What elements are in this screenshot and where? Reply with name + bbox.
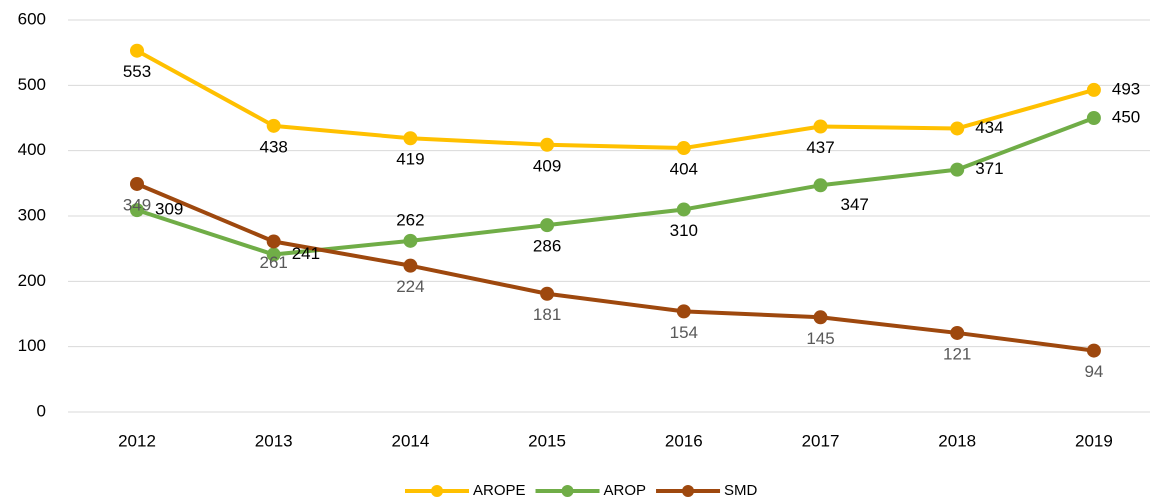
x-tick-label: 2019 xyxy=(1075,431,1113,450)
data-point xyxy=(676,202,691,217)
data-label: 553 xyxy=(123,62,151,81)
data-point xyxy=(950,121,965,136)
x-tick-label: 2012 xyxy=(118,431,156,450)
data-label: 310 xyxy=(670,221,698,240)
data-label: 309 xyxy=(155,200,183,219)
legend-label: AROPE xyxy=(473,482,526,499)
legend-label: SMD xyxy=(724,482,758,499)
y-tick-label: 600 xyxy=(18,9,46,28)
data-point xyxy=(676,304,691,319)
legend-label: AROP xyxy=(604,482,647,499)
data-point xyxy=(266,247,281,262)
data-label: 181 xyxy=(533,305,561,324)
data-point xyxy=(403,233,418,248)
legend-marker xyxy=(561,485,574,497)
y-tick-label: 0 xyxy=(37,401,46,420)
data-label: 450 xyxy=(1112,107,1140,126)
data-label: 349 xyxy=(123,195,151,214)
x-tick-label: 2016 xyxy=(665,431,703,450)
x-tick-label: 2018 xyxy=(938,431,976,450)
data-label: 434 xyxy=(975,118,1003,137)
data-label: 438 xyxy=(260,137,288,156)
legend-marker xyxy=(682,485,695,497)
data-label: 94 xyxy=(1084,362,1103,381)
data-point xyxy=(1086,111,1101,125)
data-point xyxy=(130,203,144,218)
data-label: 437 xyxy=(806,138,834,157)
series-line xyxy=(136,48,1095,151)
data-point xyxy=(403,258,418,273)
data-point xyxy=(540,218,555,233)
data-label: 224 xyxy=(396,277,424,296)
y-tick-label: 400 xyxy=(18,140,46,159)
x-tick-label: 2013 xyxy=(255,431,293,450)
data-label: 154 xyxy=(670,323,698,342)
series-line xyxy=(136,182,1095,353)
y-tick-label: 100 xyxy=(18,336,46,355)
data-point xyxy=(813,119,828,134)
data-label: 493 xyxy=(1112,79,1140,98)
data-point xyxy=(266,118,281,133)
data-label: 145 xyxy=(806,329,834,348)
series-line xyxy=(136,116,1095,257)
x-tick-label: 2014 xyxy=(391,431,429,450)
data-label: 121 xyxy=(943,344,971,363)
data-label: 286 xyxy=(533,237,561,256)
data-point xyxy=(813,310,828,325)
data-point xyxy=(813,178,828,193)
x-tick-label: 2015 xyxy=(528,431,566,450)
data-label: 347 xyxy=(841,195,869,214)
data-point xyxy=(130,43,144,58)
data-point xyxy=(540,137,555,152)
data-label: 241 xyxy=(292,244,320,263)
data-label: 371 xyxy=(975,159,1003,178)
data-label: 419 xyxy=(396,150,424,169)
data-point xyxy=(540,286,555,301)
data-point xyxy=(676,141,691,156)
data-point xyxy=(1086,343,1101,358)
data-label: 261 xyxy=(260,253,288,272)
data-point xyxy=(950,162,965,177)
data-point xyxy=(266,234,281,249)
y-tick-label: 500 xyxy=(18,75,46,94)
data-label: 404 xyxy=(670,160,698,179)
data-point xyxy=(1086,82,1101,97)
data-label: 262 xyxy=(396,210,424,229)
x-tick-label: 2017 xyxy=(802,431,840,450)
y-tick-label: 200 xyxy=(18,271,46,290)
data-point xyxy=(130,176,144,191)
legend-marker xyxy=(431,485,443,497)
data-point xyxy=(950,325,965,340)
data-point xyxy=(403,131,418,146)
data-label: 409 xyxy=(533,156,561,175)
y-tick-label: 300 xyxy=(18,205,46,224)
